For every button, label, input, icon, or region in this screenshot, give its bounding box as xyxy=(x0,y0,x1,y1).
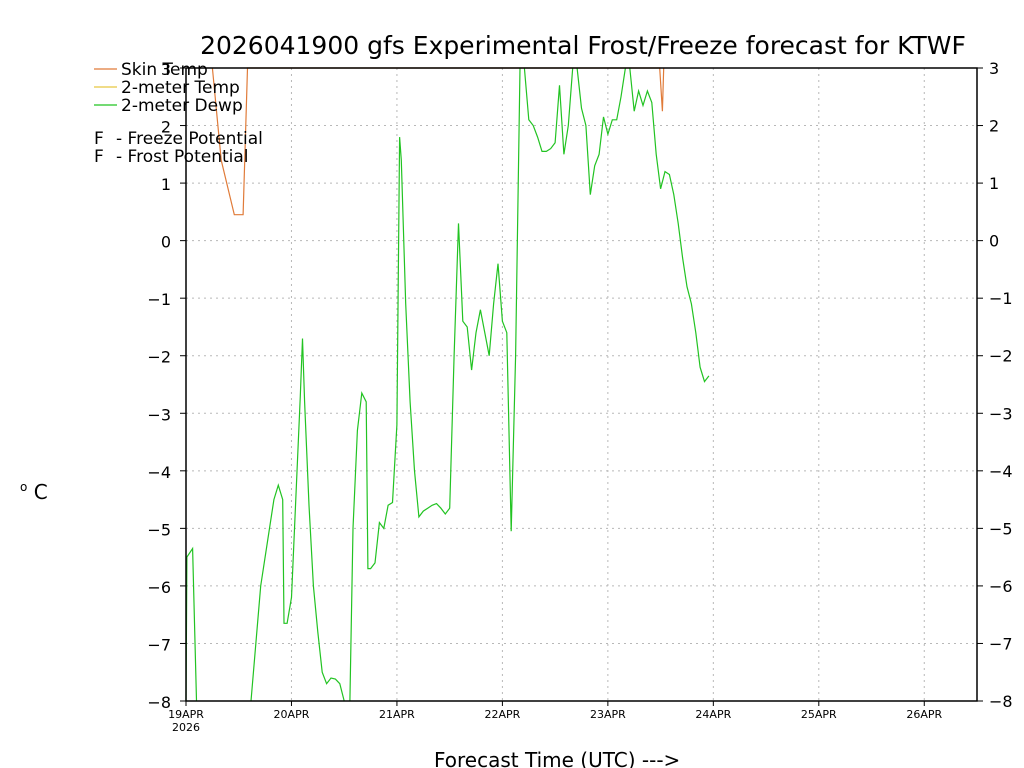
y-tick-label-right: 3 xyxy=(989,59,999,78)
y-tick-label-right: −2 xyxy=(989,347,1013,366)
y-tick-label-right: −5 xyxy=(989,519,1013,538)
x-tick-label: 21APR xyxy=(379,708,415,721)
legend-entry: 2-meter Dewp xyxy=(121,96,243,116)
y-tick-label: −7 xyxy=(147,635,171,654)
x-tick-label: 23APR xyxy=(590,708,626,721)
plot-series xyxy=(185,67,710,702)
x-tick-sublabel: 2026 xyxy=(172,721,200,734)
y-tick-label-right: −3 xyxy=(989,404,1013,423)
y-axis-left: 3 2 1 0 −1 −2 −3 −4 −5 −6 −7 −8 xyxy=(147,60,186,712)
series-line-2-meter-dewp xyxy=(185,546,198,702)
x-tick-label: 19APR xyxy=(168,708,204,721)
y-tick-label-right: −1 xyxy=(989,289,1013,308)
y-axis-right: 3 2 1 0 −1 −2 −3 −4 −5 −6 −7 −8 xyxy=(977,59,1013,711)
chart-title: 2026041900 gfs Experimental Frost/Freeze… xyxy=(200,31,966,60)
series-line-skin-temp xyxy=(211,67,665,216)
grid-lines xyxy=(186,68,977,701)
y-tick-label-right: −6 xyxy=(989,577,1013,596)
y-axis-degree: o xyxy=(20,480,27,494)
series-line-2-meter-dewp xyxy=(576,67,626,195)
series-line-2-meter-dewp xyxy=(629,67,710,383)
y-tick-label: 0 xyxy=(161,233,171,252)
series-line-2-meter-dewp xyxy=(349,67,521,702)
potential-letter: F xyxy=(94,147,104,167)
x-tick-label: 20APR xyxy=(274,708,310,721)
series-line-2-meter-dewp xyxy=(523,67,574,155)
legend-entry: Skin Temp xyxy=(121,60,208,80)
y-tick-label: −1 xyxy=(147,290,171,309)
x-tick-label: 22APR xyxy=(484,708,520,721)
y-tick-label: 3 xyxy=(161,60,171,79)
x-tick-label: 25APR xyxy=(801,708,837,721)
x-tick-label: 26APR xyxy=(906,708,942,721)
y-axis-unit: C xyxy=(34,480,48,504)
potential-label: - Freeze Potential xyxy=(116,129,263,149)
y-tick-label: −6 xyxy=(147,578,171,597)
y-tick-label-right: −8 xyxy=(989,692,1013,711)
y-tick-label: −4 xyxy=(147,463,171,482)
y-tick-label-right: −4 xyxy=(989,462,1013,481)
legend-entry: 2-meter Temp xyxy=(121,78,240,98)
y-tick-label-right: 0 xyxy=(989,232,999,251)
y-tick-label: 2 xyxy=(161,118,171,137)
x-tick-label: 24APR xyxy=(695,708,731,721)
plot-frame xyxy=(185,67,978,702)
potential-letter: F xyxy=(94,129,104,149)
y-tick-label-right: −7 xyxy=(989,634,1013,653)
potential-label: - Frost Potential xyxy=(116,147,249,167)
y-tick-label-right: 1 xyxy=(989,174,999,193)
y-tick-label: −2 xyxy=(147,348,171,367)
y-tick-label: 1 xyxy=(161,175,171,194)
y-tick-label: −3 xyxy=(147,405,171,424)
y-axis-label: o C xyxy=(20,472,48,504)
series-line-2-meter-dewp xyxy=(250,338,345,702)
y-tick-label-right: 2 xyxy=(989,117,999,136)
x-axis-label: Forecast Time (UTC) ---> xyxy=(434,748,680,768)
y-tick-label: −8 xyxy=(147,693,171,712)
y-tick-label: −5 xyxy=(147,520,171,539)
